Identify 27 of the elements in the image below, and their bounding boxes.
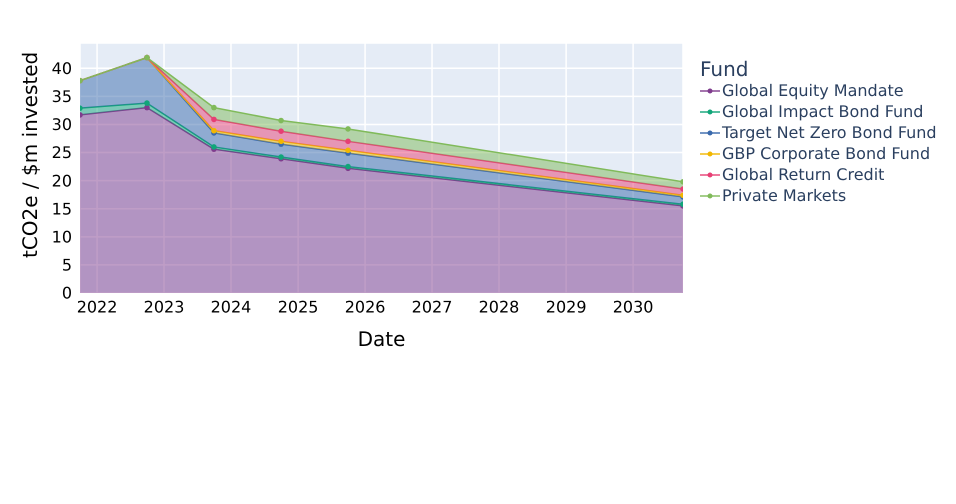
x-tick-label: 2024 xyxy=(210,297,252,316)
x-tick-label: 2026 xyxy=(344,297,386,316)
legend-label: Target Net Zero Bond Fund xyxy=(722,122,937,143)
y-tick-label: 35 xyxy=(52,87,72,106)
legend-title: Fund xyxy=(700,57,750,81)
y-tick-label: 5 xyxy=(62,256,72,275)
y-tick-label: 10 xyxy=(52,228,72,246)
legend-label: Global Equity Mandate xyxy=(722,80,904,101)
legend-label: Global Impact Bond Fund xyxy=(722,101,924,122)
x-tick-label: 2029 xyxy=(546,297,586,316)
x-tick-label: 2025 xyxy=(278,297,318,316)
x-tick-label: 2027 xyxy=(412,297,452,316)
x-tick-label: 2030 xyxy=(612,297,654,316)
y-tick-label: 40 xyxy=(52,58,72,78)
x-tick-label: 2022 xyxy=(76,297,118,316)
x-tick-label: 2028 xyxy=(478,297,520,316)
y-tick-label: 25 xyxy=(52,143,72,162)
y-axis-title: tCO2e / $m invested xyxy=(18,52,42,258)
y-tick-label: 20 xyxy=(52,171,72,190)
legend-label: Global Return Credit xyxy=(722,164,884,185)
x-axis-title: Date xyxy=(358,327,406,351)
y-tick-label: 0 xyxy=(62,284,72,303)
legend-label: Private Markets xyxy=(722,185,846,206)
x-tick-label: 2023 xyxy=(144,297,184,316)
y-tick-label: 30 xyxy=(52,115,72,134)
y-tick-label: 15 xyxy=(52,199,72,218)
legend-label: GBP Corporate Bond Fund xyxy=(722,143,930,164)
